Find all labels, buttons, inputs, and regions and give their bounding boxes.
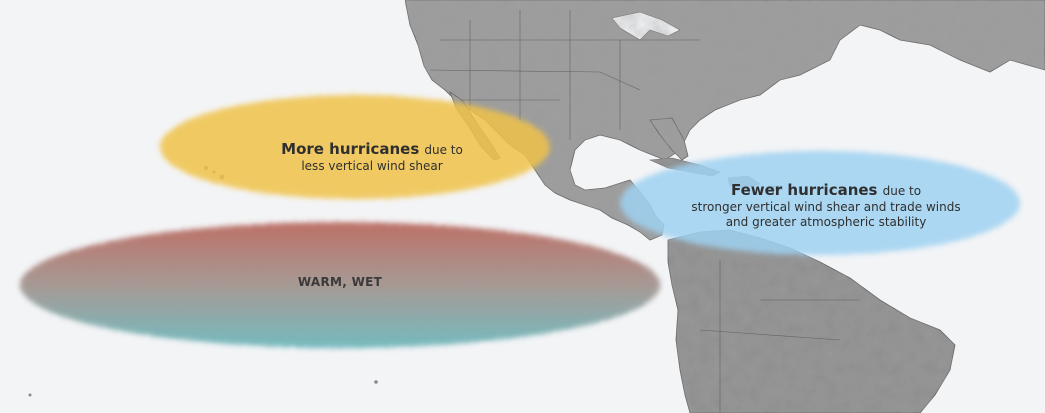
- more-hurricanes-label: More hurricanes due to less vertical win…: [262, 139, 482, 174]
- more-hurricanes-tail: due to: [424, 143, 463, 157]
- fewer-hurricanes-reason-2: and greater atmospheric stability: [725, 215, 927, 229]
- more-hurricanes-reason: less vertical wind shear: [301, 159, 443, 173]
- great-lakes: [611, 11, 681, 41]
- fewer-hurricanes-reason-1: stronger vertical wind shear and trade w…: [691, 200, 961, 214]
- more-hurricanes-lead: More hurricanes: [281, 140, 420, 158]
- south-america-land: [667, 229, 956, 413]
- fewer-hurricanes-tail: due to: [882, 184, 922, 198]
- political-borders: [429, 10, 860, 413]
- florida-land: [649, 117, 689, 161]
- blue-zone-fewer-hurricanes: [620, 151, 1020, 255]
- warm-wet-label: WARM, WET: [297, 275, 383, 289]
- fewer-hurricanes-lead: Fewer hurricanes: [730, 181, 878, 199]
- warm-wet-zone: [20, 222, 660, 348]
- fewer-hurricanes-label: Fewer hurricanes due to stronger vertica…: [686, 180, 966, 230]
- yellow-zone-more-hurricanes: [160, 95, 550, 199]
